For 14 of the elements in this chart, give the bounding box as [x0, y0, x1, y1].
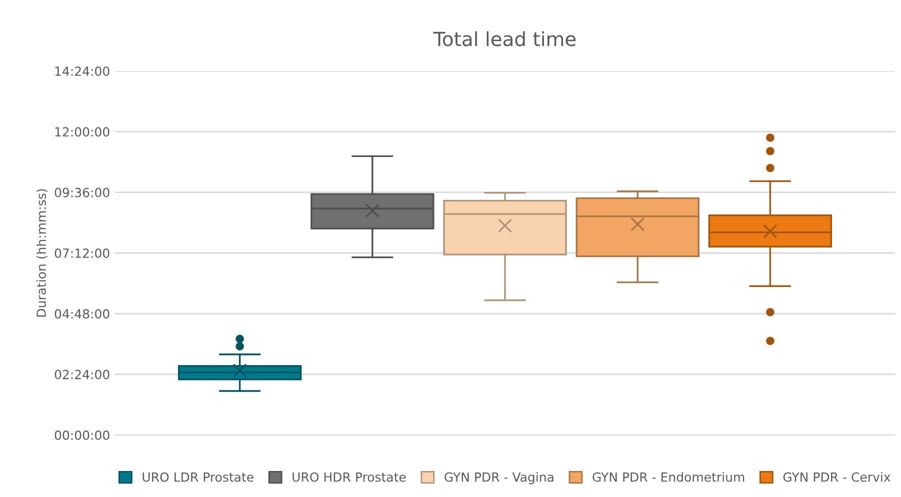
- legend-label: GYN PDR - Endometrium: [592, 472, 744, 482]
- y-tick-label: 09:36:00: [54, 188, 110, 198]
- legend-label: GYN PDR - Vagina: [444, 472, 554, 484]
- legend-label: URO LDR Prostate: [142, 472, 254, 482]
- y-tick-label: 04:48:00: [54, 309, 110, 319]
- legend-label: GYN PDR - Cervix: [783, 472, 890, 482]
- y-tick-label: 07:12:00: [54, 248, 110, 258]
- chart-title: Total lead time: [433, 31, 576, 46]
- legend-label: URO HDR Prostate: [292, 472, 406, 482]
- y-tick-label: 12:00:00: [55, 127, 110, 137]
- y-axis-title: Duration (hh:mm:ss): [36, 189, 48, 317]
- y-tick-label: 14:24:00: [55, 66, 110, 76]
- y-tick-label: 02:24:00: [54, 370, 110, 380]
- y-tick-label: 00:00:00: [54, 430, 110, 440]
